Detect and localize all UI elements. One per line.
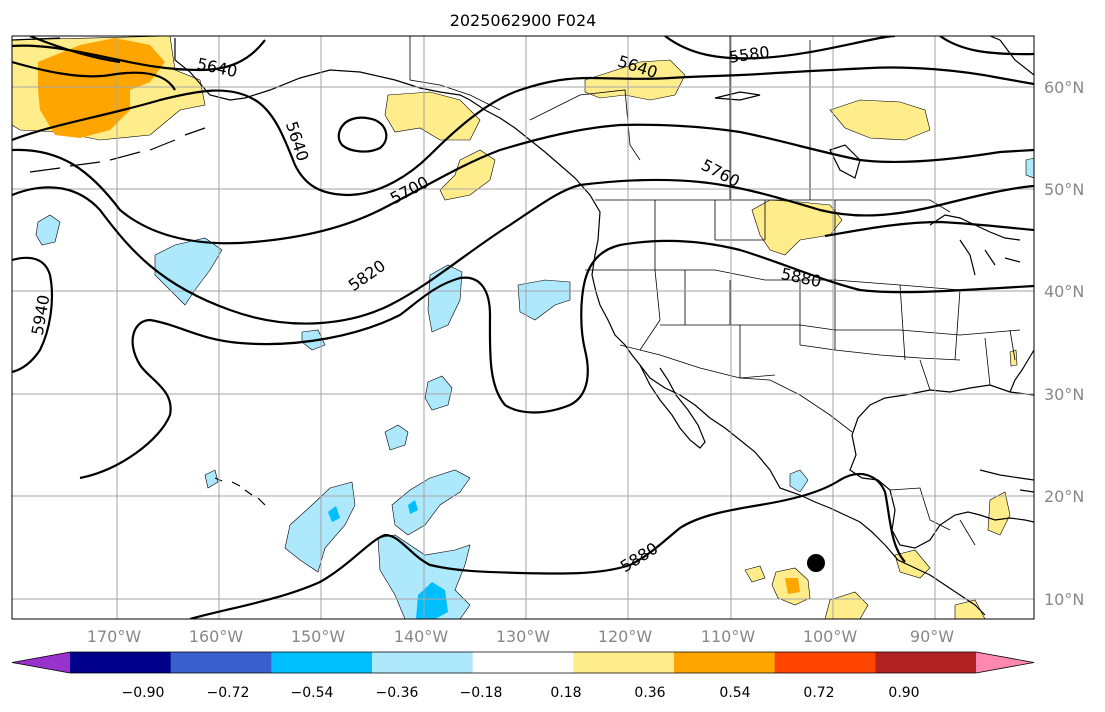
anomaly-region-negative xyxy=(517,279,571,321)
colorbar-tick-label: −0.90 xyxy=(122,685,165,701)
lon-label: 150°W xyxy=(291,627,346,646)
anomaly-region-positive xyxy=(384,91,481,141)
colorbar-segment xyxy=(12,652,70,673)
anomaly-region-negative-strong xyxy=(408,500,418,514)
colorbar-segment xyxy=(573,652,675,673)
border-us-canada xyxy=(595,199,951,213)
lat-label: 40°N xyxy=(1044,282,1084,301)
coastline-florida xyxy=(1009,349,1034,393)
contour-line xyxy=(29,36,121,64)
coastline-hudson-bay xyxy=(989,36,1034,76)
border-alaska-canada xyxy=(409,36,501,111)
coastline-baja-california xyxy=(639,364,706,449)
lat-label: 10°N xyxy=(1044,590,1084,609)
lon-label: 110°W xyxy=(701,627,756,646)
colorbar-segment xyxy=(774,652,876,673)
anomaly-region-negative xyxy=(789,469,809,493)
lat-label: 50°N xyxy=(1044,180,1084,199)
anomaly-region-positive xyxy=(1009,349,1018,367)
height-contours xyxy=(12,36,1034,619)
contour-line xyxy=(337,116,388,153)
colorbar-outline xyxy=(11,651,1035,674)
anomaly-region-negative xyxy=(284,481,356,573)
colorbar-segment xyxy=(674,652,776,673)
positive-anomaly-shading xyxy=(12,36,1018,619)
border-central-america xyxy=(889,487,976,546)
longitude-labels: 170°W 160°W 150°W 140°W 130°W 120°W 110°… xyxy=(87,627,954,646)
anomaly-region-positive xyxy=(829,99,931,141)
coastline-aleutians xyxy=(29,127,206,173)
contour-line xyxy=(12,39,266,72)
colorbar-tick-label: −0.72 xyxy=(207,685,250,701)
latitude-labels: 60°N 50°N 40°N 30°N 20°N 10°N xyxy=(1044,78,1084,609)
contour-line xyxy=(824,220,1034,238)
colorbar-tick-label: −0.18 xyxy=(460,685,503,701)
coastline-caribbean xyxy=(979,469,1034,493)
contour-line xyxy=(12,178,1034,325)
anomaly-region-positive xyxy=(987,491,1011,536)
colorbar-segment xyxy=(271,652,373,673)
anomaly-region-negative xyxy=(384,424,409,451)
lon-label: 90°W xyxy=(910,627,954,646)
colorbar-tick-label: 0.72 xyxy=(803,685,834,701)
colorbar-tick-labels: −0.90 −0.72 −0.54 −0.36 −0.18 0.18 0.36 … xyxy=(122,685,920,701)
contour-line xyxy=(664,36,896,60)
lon-label: 140°W xyxy=(394,627,449,646)
contour-line xyxy=(12,60,176,91)
colorbar-segment xyxy=(372,652,474,673)
colorbar-tick-label: −0.36 xyxy=(376,685,419,701)
colorbar-segment xyxy=(170,652,272,673)
border-canada-provinces xyxy=(729,36,811,200)
map-frame xyxy=(11,35,1035,620)
contour-line xyxy=(12,66,1034,197)
lat-label: 20°N xyxy=(1044,487,1084,506)
anomaly-region-negative xyxy=(1025,157,1034,179)
map-content: 5640 5580 5640 5640 5700 5760 5820 5880 … xyxy=(12,36,1034,619)
anomaly-region-positive xyxy=(744,565,766,583)
figure-title: 2025062900 F024 xyxy=(450,11,597,30)
colorbar-segment xyxy=(472,652,574,673)
anomaly-region-negative xyxy=(391,469,471,536)
coastline-arctic-islands xyxy=(714,91,861,179)
anomaly-region-positive-strong xyxy=(785,578,800,594)
lat-label: 30°N xyxy=(1044,385,1084,404)
lon-label: 170°W xyxy=(87,627,142,646)
contour-line xyxy=(189,472,906,619)
lon-label: 130°W xyxy=(496,627,551,646)
colorbar-segments xyxy=(11,651,1035,674)
anomaly-region-positive xyxy=(584,59,686,101)
anomaly-region-negative xyxy=(204,469,219,489)
colorbar-tick-label: 0.90 xyxy=(888,685,919,701)
lat-label: 60°N xyxy=(1044,78,1084,97)
colorbar-tick-label: 0.54 xyxy=(719,685,750,701)
contour-line xyxy=(939,36,1034,56)
border-us-mexico xyxy=(619,344,853,433)
colorbar-tick-label: −0.54 xyxy=(291,685,334,701)
colorbar-segment xyxy=(70,652,172,673)
lon-label: 120°W xyxy=(598,627,653,646)
colorbar-tick-label: 0.36 xyxy=(634,685,665,701)
black-dot-marker xyxy=(807,554,825,572)
anomaly-region-negative xyxy=(424,375,453,411)
contour-line xyxy=(12,256,54,374)
colorbar: −0.90 −0.72 −0.54 −0.36 −0.18 0.18 0.36 … xyxy=(11,651,1035,701)
anomaly-region-negative xyxy=(35,214,61,246)
anomaly-region-positive xyxy=(954,599,986,619)
border-canada-provinces xyxy=(529,89,641,161)
lon-label: 160°W xyxy=(189,627,244,646)
lon-label: 100°W xyxy=(803,627,858,646)
anomaly-region-negative-strong xyxy=(328,506,340,522)
contour-line xyxy=(79,239,1034,480)
anomaly-region-negative xyxy=(154,237,223,306)
contour-line xyxy=(12,123,1034,245)
colorbar-segment xyxy=(976,652,1034,673)
political-borders xyxy=(409,36,1021,546)
anomaly-region-positive xyxy=(439,149,496,201)
gridlines xyxy=(12,36,1034,619)
colorbar-segment xyxy=(875,652,977,673)
border-us-states xyxy=(585,200,1021,391)
colorbar-tick-label: 0.18 xyxy=(550,685,581,701)
